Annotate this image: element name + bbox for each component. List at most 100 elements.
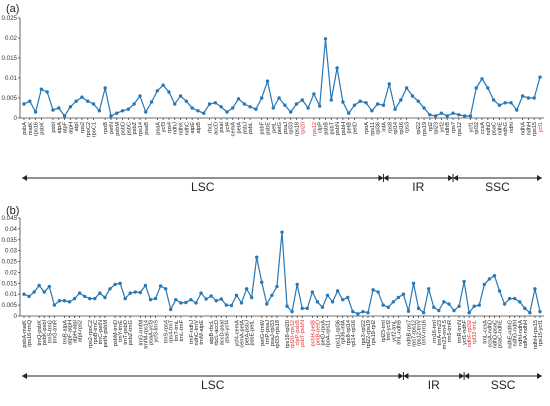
x-tick-label: rpoC1 — [92, 122, 98, 137]
x-tick-label: psbZ — [132, 121, 138, 134]
data-point — [366, 311, 370, 315]
data-point — [199, 291, 203, 295]
data-point — [254, 107, 258, 111]
data-point — [317, 104, 322, 108]
x-tick-label: psbJ — [242, 122, 248, 134]
data-point — [323, 37, 328, 41]
data-point — [401, 292, 406, 296]
x-tick-label: rps19-rpl2 — [371, 320, 377, 345]
data-point — [118, 281, 122, 286]
x-tick-label: rpl23 — [434, 122, 440, 134]
data-point — [265, 79, 270, 83]
data-point — [126, 107, 131, 111]
x-tick-label: rpoB-trnC — [93, 320, 99, 344]
data-point — [477, 303, 481, 307]
data-point — [451, 111, 455, 115]
data-point — [474, 86, 478, 90]
data-point — [509, 101, 513, 105]
x-tick-label: psaJ-rpl33 — [270, 320, 276, 346]
data-point — [391, 300, 395, 304]
region-arrowhead — [537, 175, 542, 181]
x-tick-label: ycf1 — [468, 122, 474, 132]
region-arrowhead — [383, 175, 389, 181]
data-point — [399, 98, 403, 102]
x-tick-label: ndhG-ndhI — [513, 320, 519, 347]
data-point — [288, 110, 293, 114]
data-point — [335, 289, 340, 293]
x-tick-label: rps12-trnV — [417, 320, 423, 346]
data-point — [312, 92, 316, 96]
data-point — [265, 302, 269, 306]
x-tick-label: ndhC-trnV — [194, 320, 200, 346]
x-tick-label: psaB — [144, 122, 150, 135]
x-tick-label: ycf1-ndhF — [462, 319, 468, 344]
x-tick-label: trnS-rps4 — [164, 320, 170, 343]
x-tick-label: clpP-psbB — [295, 320, 301, 346]
data-point — [194, 301, 198, 305]
x-tick-label: rpl36-infA — [341, 320, 347, 344]
x-tick-label: psbM-trnD — [113, 320, 119, 346]
region-label: SSC — [491, 378, 516, 392]
y-tick-label: 0.015 — [2, 280, 18, 287]
data-point — [72, 296, 77, 301]
data-point — [153, 296, 158, 301]
data-point — [148, 297, 153, 302]
data-point — [74, 99, 78, 103]
region-arrowhead — [398, 373, 404, 379]
data-point — [520, 94, 525, 98]
data-point — [528, 311, 532, 315]
x-tick-label: rpl16 — [399, 122, 405, 134]
data-point — [184, 99, 189, 103]
y-tick-label: 0.04 — [5, 226, 18, 233]
data-point — [143, 283, 148, 288]
y-tick-label: 0.02 — [5, 269, 18, 276]
x-tick-label: petL — [271, 122, 277, 133]
x-tick-label: ndhA-ndhH — [523, 320, 529, 348]
x-tick-label: petD — [352, 122, 358, 134]
x-tick-label: ycf2 — [439, 122, 445, 132]
x-tick-label: ndhA — [521, 122, 527, 135]
x-tick-label: petG-trnW — [260, 319, 266, 346]
x-tick-label: rpl22 — [416, 122, 422, 134]
x-tick-label: accD — [213, 122, 219, 135]
x-tick-label: cemA — [231, 122, 237, 137]
x-tick-label: psbZ-trnG — [128, 320, 134, 345]
data-point — [88, 296, 92, 301]
data-point — [532, 96, 536, 100]
data-point — [51, 108, 55, 112]
data-point — [433, 114, 438, 118]
x-tick-label: rpoC2 — [86, 122, 92, 137]
data-point — [346, 295, 350, 300]
x-tick-label: petG — [277, 122, 283, 134]
data-point — [138, 94, 142, 98]
x-tick-label: rbcL — [208, 122, 214, 133]
data-point — [457, 113, 461, 117]
data-point — [62, 299, 67, 303]
data-point — [482, 282, 487, 287]
x-tick-label: rpl20-rps12 — [290, 320, 296, 348]
data-point — [356, 312, 360, 316]
x-tick-label: atpB-rbcL — [209, 320, 215, 344]
data-point — [57, 299, 62, 303]
data-point — [416, 99, 420, 103]
x-tick-label: petN — [109, 122, 115, 134]
y-tick-label: 0 — [14, 115, 18, 122]
x-tick-label: psbF — [260, 121, 266, 134]
y-tick-label: 0.045 — [2, 215, 18, 222]
data-point — [86, 99, 90, 103]
x-tick-label: trnI-ycf2 — [386, 320, 392, 340]
data-point — [497, 289, 502, 293]
x-tick-label: psbH — [341, 122, 347, 135]
x-tick-label: psaA — [155, 122, 161, 135]
data-point — [492, 274, 497, 278]
x-tick-label: rpl36 — [376, 122, 382, 134]
data-point — [255, 255, 259, 259]
data-point — [315, 300, 320, 304]
data-point — [22, 102, 26, 106]
x-tick-label: trnL-trnF — [179, 319, 185, 341]
data-point — [437, 308, 441, 313]
x-tick-label: rps12 — [312, 122, 318, 136]
data-point — [133, 290, 137, 294]
